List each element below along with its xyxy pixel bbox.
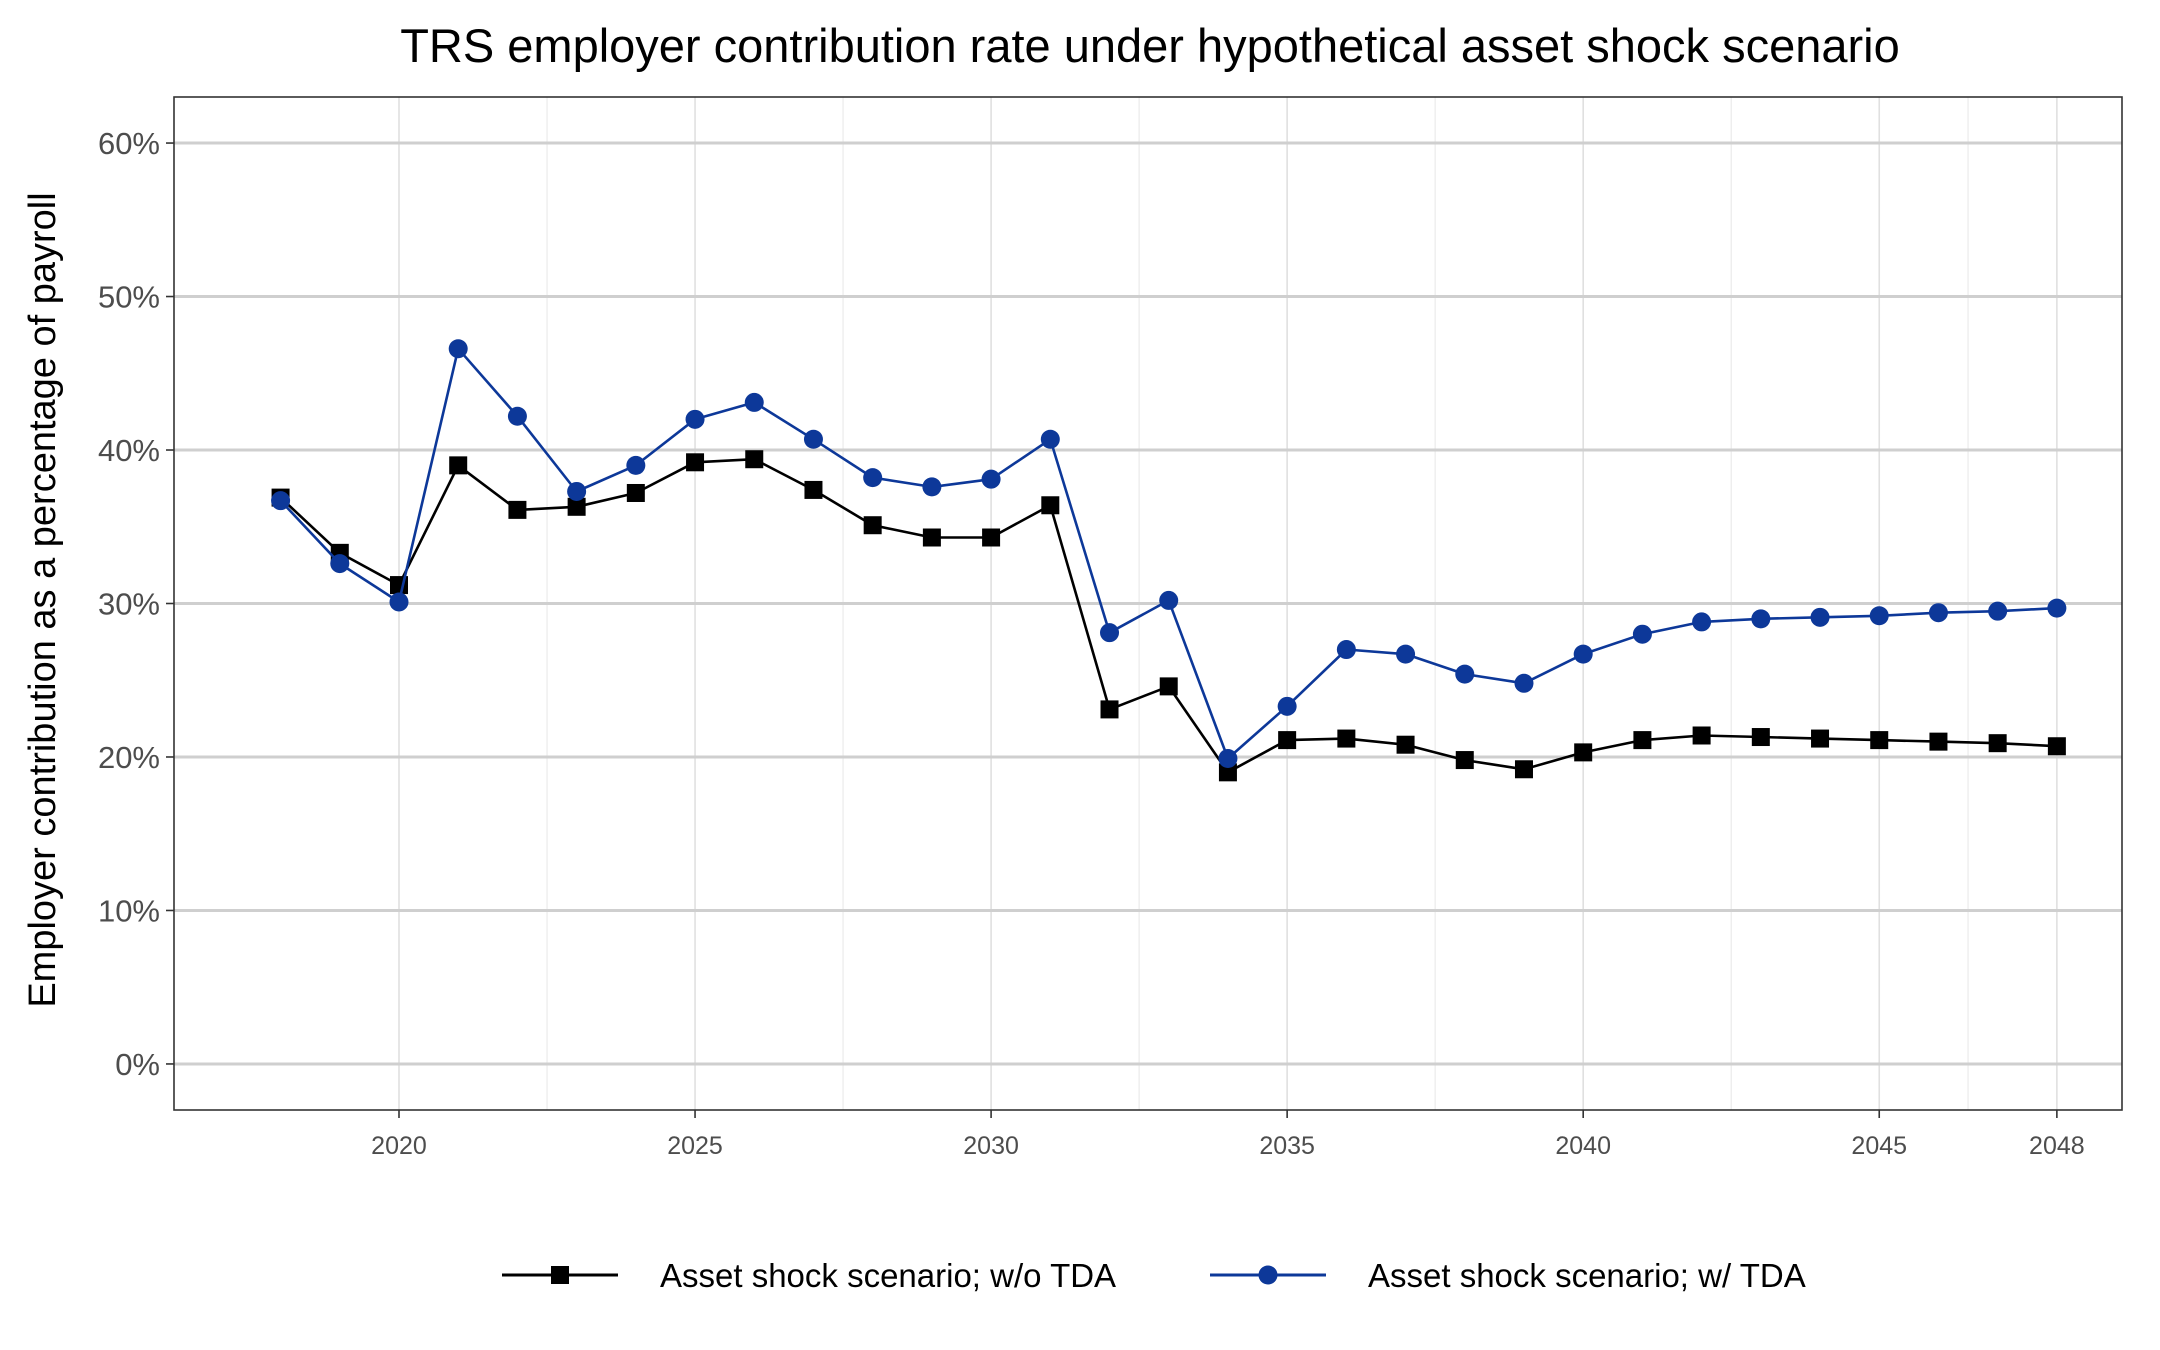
- data-point-2: [271, 491, 291, 511]
- data-point-1: [1988, 734, 2007, 753]
- data-point-1: [1870, 731, 1889, 750]
- data-point-2: [1336, 640, 1356, 660]
- data-point-1: [1218, 763, 1237, 782]
- data-point-1: [1633, 731, 1652, 750]
- y-tick-label: 40%: [98, 433, 160, 468]
- data-point-2: [1988, 601, 2008, 621]
- y-tick-label: 60%: [98, 126, 160, 161]
- y-tick-label: 50%: [98, 280, 160, 315]
- data-point-1: [1337, 729, 1356, 748]
- data-point-1: [1041, 496, 1060, 515]
- data-point-1: [508, 500, 527, 519]
- data-point-2: [1810, 607, 1830, 627]
- x-tick-label: 2048: [2029, 1132, 2085, 1160]
- data-point-2: [389, 592, 409, 612]
- data-point-2: [1692, 612, 1712, 632]
- data-point-1: [745, 450, 764, 469]
- y-axis-label: Employer contribution as a percentage of…: [22, 192, 64, 1007]
- x-tick-label: 2025: [667, 1132, 723, 1160]
- x-tick-label: 2035: [1259, 1132, 1315, 1160]
- data-point-2: [1100, 623, 1120, 643]
- x-tick-label: 2040: [1555, 1132, 1611, 1160]
- data-point-1: [1574, 743, 1593, 762]
- data-point-2: [1751, 609, 1771, 629]
- data-point-2: [507, 406, 527, 426]
- legend-marker-1: [551, 1266, 569, 1284]
- data-point-2: [1396, 644, 1416, 664]
- y-tick-label: 10%: [98, 893, 160, 928]
- data-point-1: [1455, 751, 1474, 770]
- legend-label-1: Asset shock scenario; w/o TDA: [660, 1257, 1116, 1294]
- data-point-1: [626, 483, 645, 502]
- data-point-1: [922, 528, 941, 547]
- data-point-2: [1159, 590, 1179, 610]
- data-point-1: [863, 516, 882, 535]
- data-point-1: [1396, 735, 1415, 754]
- data-point-2: [330, 554, 350, 574]
- x-tick-label: 2020: [371, 1132, 427, 1160]
- data-point-2: [1514, 673, 1534, 693]
- chart-title: TRS employer contribution rate under hyp…: [400, 19, 1900, 72]
- data-point-1: [1929, 732, 1948, 751]
- data-point-1: [1751, 728, 1770, 747]
- y-tick-label: 0%: [115, 1047, 160, 1082]
- data-point-1: [686, 453, 705, 472]
- y-tick-label: 30%: [98, 587, 160, 622]
- data-point-1: [1514, 760, 1533, 779]
- data-point-1: [1100, 700, 1119, 719]
- data-point-2: [2047, 598, 2067, 618]
- data-point-1: [1811, 729, 1830, 748]
- data-point-2: [1928, 603, 1948, 623]
- data-point-1: [804, 480, 823, 499]
- data-point-2: [1040, 429, 1060, 449]
- data-point-2: [803, 429, 823, 449]
- data-point-2: [744, 392, 764, 412]
- data-point-2: [1869, 606, 1889, 626]
- legend: Asset shock scenario; w/o TDA Asset shock…: [502, 1257, 1806, 1294]
- y-tick-label: 20%: [98, 740, 160, 775]
- data-point-2: [567, 481, 587, 501]
- data-point-1: [449, 456, 468, 475]
- legend-label-2: Asset shock scenario; w/ TDA: [1368, 1257, 1806, 1294]
- data-point-2: [863, 468, 883, 488]
- data-point-2: [922, 477, 942, 497]
- data-point-1: [1159, 677, 1178, 696]
- data-point-1: [982, 528, 1001, 547]
- data-point-1: [2047, 737, 2066, 756]
- data-point-2: [1573, 644, 1593, 664]
- data-point-2: [685, 409, 705, 429]
- data-point-1: [567, 497, 586, 516]
- x-tick-label: 2030: [963, 1132, 1019, 1160]
- legend-marker-2: [1258, 1265, 1278, 1285]
- data-point-1: [1278, 731, 1297, 750]
- data-point-2: [448, 339, 468, 359]
- plot-area: 0% 10% 20% 30% 40% 50% 60% 2020 2025 2030 2035 2040…: [98, 96, 2123, 1160]
- data-point-2: [1277, 696, 1297, 716]
- data-point-2: [626, 455, 646, 475]
- data-point-1: [1692, 726, 1711, 745]
- x-tick-label: 2045: [1851, 1132, 1907, 1160]
- data-point-2: [1455, 664, 1475, 684]
- data-point-2: [1632, 624, 1652, 644]
- data-point-2: [981, 469, 1001, 489]
- data-point-2: [1218, 749, 1238, 769]
